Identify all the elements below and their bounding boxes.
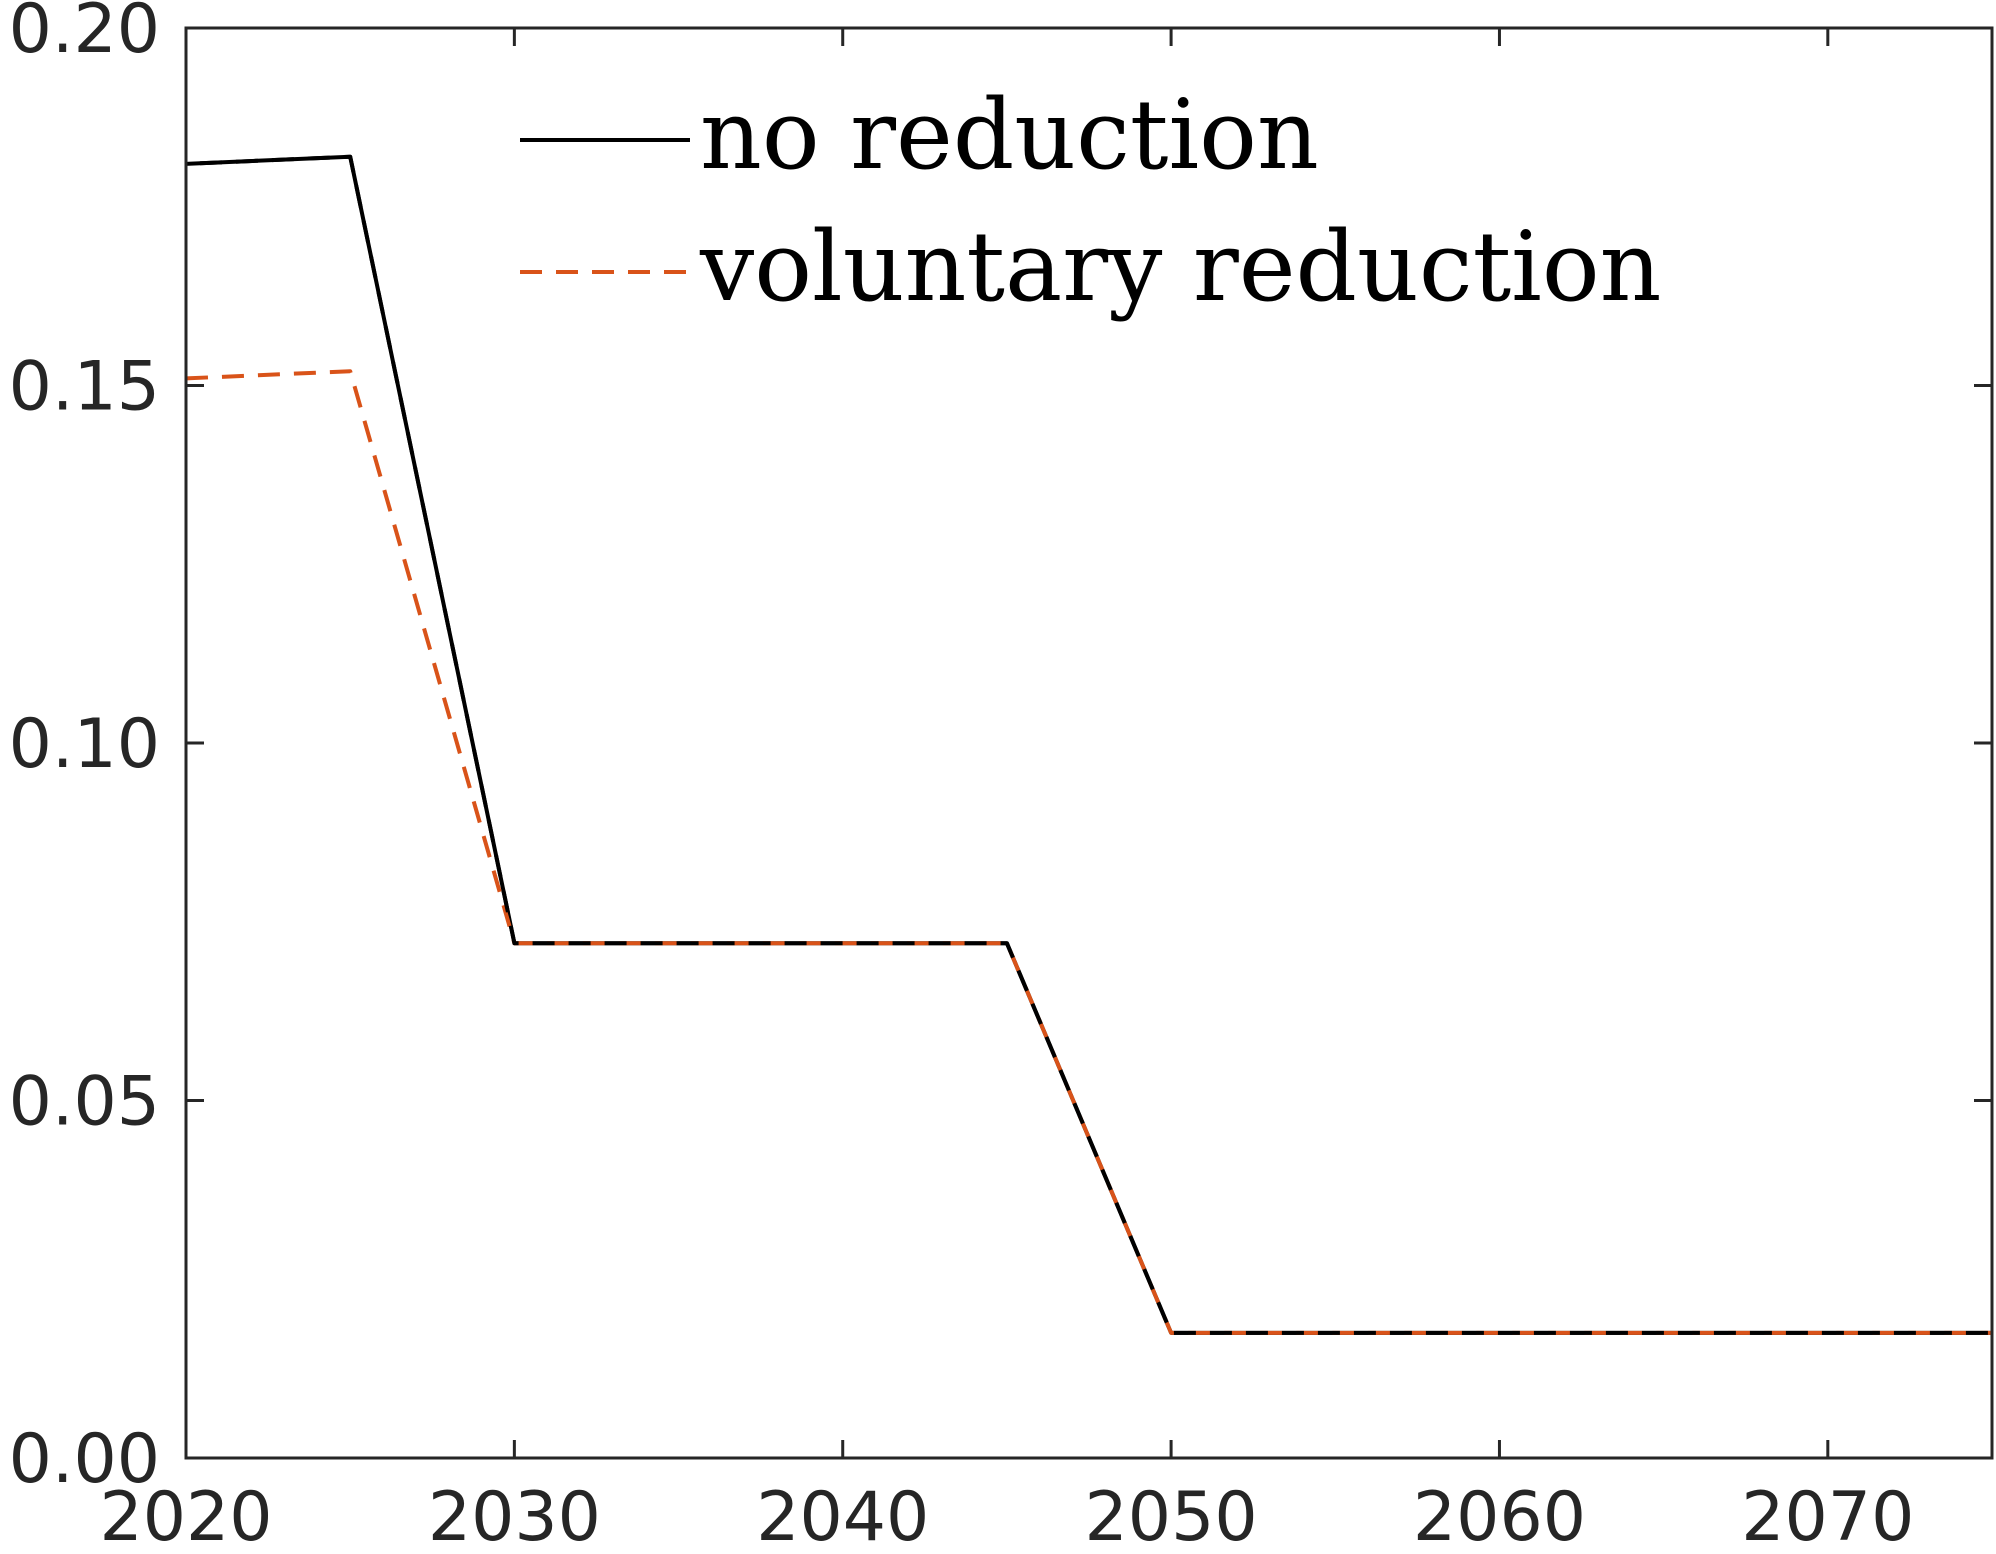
x-tick-label: 2020 <box>99 1478 272 1554</box>
tick-labels: 2020 2030 2040 2050 2060 2070 0.00 0.05 0.10 0.15… <box>9 0 1915 1554</box>
y-tick-label: 0.00 <box>9 1420 160 1499</box>
y-tick-label: 0.20 <box>9 0 160 69</box>
legend-label: no reduction <box>700 79 1319 191</box>
series-line-voluntary-reduction <box>185 369 1992 1335</box>
plot-lines <box>185 154 1992 1335</box>
x-tick-label: 2030 <box>428 1478 601 1554</box>
x-tick-label: 2060 <box>1413 1478 1586 1554</box>
series-line-no-reduction <box>185 154 1992 1335</box>
y-tick-label: 0.15 <box>9 348 160 427</box>
x-tick-label: 2070 <box>1741 1478 1914 1554</box>
x-tick-label: 2050 <box>1085 1478 1258 1554</box>
y-tick-label: 0.10 <box>9 705 160 784</box>
legend-label: voluntary reduction <box>699 211 1662 323</box>
axis-ticks <box>184 26 1992 1460</box>
y-tick-label: 0.05 <box>9 1063 160 1142</box>
legend: no reduction voluntary reduction <box>520 79 1662 323</box>
x-tick-label: 2040 <box>756 1478 929 1554</box>
